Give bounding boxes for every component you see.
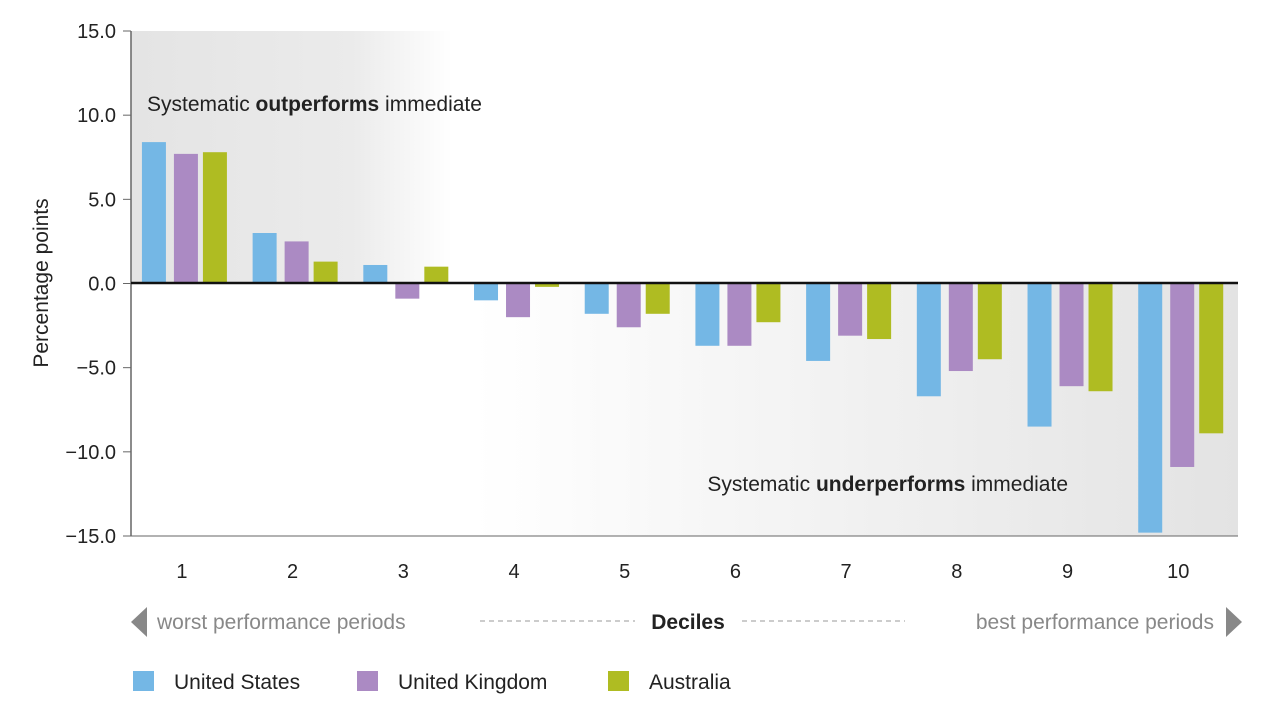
bar-united-kingdom-decile-9: [1059, 283, 1084, 387]
bar-united-kingdom-decile-7: [838, 283, 863, 336]
x-tick-label: 6: [730, 561, 741, 583]
y-tick-label: 0.0: [88, 274, 116, 296]
bar-australia-decile-5: [645, 283, 670, 314]
y-tick-label: −10.0: [65, 442, 116, 464]
caption-deciles: Deciles: [651, 611, 725, 634]
x-tick-label: 8: [951, 561, 962, 583]
bar-united-states-decile-4: [474, 283, 499, 301]
legend-swatch: [133, 671, 154, 691]
bar-united-states-decile-10: [1138, 283, 1163, 533]
bar-united-states-decile-3: [363, 264, 388, 284]
annotation-outperforms-pre: Systematic: [147, 93, 256, 116]
y-tick-label: 5.0: [88, 189, 116, 211]
bar-australia-decile-2: [313, 261, 338, 284]
annotation-underperforms: Systematic underperforms immediate: [707, 473, 1068, 496]
y-tick-label: 15.0: [77, 21, 116, 43]
legend-swatch: [608, 671, 629, 691]
lower-background: [131, 283, 1238, 536]
x-tick-label: 10: [1167, 561, 1189, 583]
annotation-underperforms-bold: underperforms: [816, 473, 965, 496]
x-tick-label: 9: [1062, 561, 1073, 583]
bar-australia-decile-9: [1088, 283, 1113, 392]
bar-united-kingdom-decile-4: [506, 283, 531, 318]
caption-best: best performance periods: [976, 611, 1214, 634]
legend-label: United States: [174, 671, 300, 694]
bar-united-states-decile-2: [252, 233, 277, 284]
bar-united-kingdom-decile-1: [173, 153, 198, 284]
x-tick-label: 2: [287, 561, 298, 583]
bar-australia-decile-1: [202, 152, 227, 284]
legend-swatch: [357, 671, 378, 691]
x-tick-label: 1: [176, 561, 187, 583]
annotation-outperforms: Systematic outperforms immediate: [147, 93, 482, 116]
bar-united-kingdom-decile-2: [284, 241, 309, 284]
legend-label: Australia: [649, 671, 731, 694]
left-arrow-icon: [131, 607, 147, 637]
bar-australia-decile-3: [424, 266, 449, 284]
bar-united-states-decile-8: [916, 283, 941, 397]
bar-united-states-decile-5: [584, 283, 609, 314]
bar-australia-decile-10: [1199, 283, 1224, 434]
x-tick-label: 5: [619, 561, 630, 583]
x-tick-label: 4: [508, 561, 519, 583]
y-tick-label: 10.0: [77, 105, 116, 127]
bar-australia-decile-6: [756, 283, 781, 323]
y-axis-label: Percentage points: [30, 198, 53, 367]
y-tick-label: −15.0: [65, 526, 116, 548]
bar-united-kingdom-decile-8: [948, 283, 973, 372]
y-tick-label: −5.0: [77, 358, 116, 380]
annotation-outperforms-bold: outperforms: [256, 93, 380, 116]
x-tick-label: 7: [841, 561, 852, 583]
bar-australia-decile-8: [977, 283, 1002, 360]
right-arrow-icon: [1226, 607, 1242, 637]
bar-united-states-decile-1: [141, 142, 166, 284]
legend-label: United Kingdom: [398, 671, 547, 694]
x-tick-label: 3: [398, 561, 409, 583]
bar-united-kingdom-decile-6: [727, 283, 752, 346]
bar-united-kingdom-decile-10: [1170, 283, 1195, 467]
bar-australia-decile-4: [535, 283, 560, 287]
bar-united-states-decile-7: [806, 283, 831, 361]
upper-background: [131, 31, 1238, 283]
annotation-underperforms-pre: Systematic: [707, 473, 816, 496]
annotation-outperforms-post: immediate: [379, 93, 482, 116]
caption-worst: worst performance periods: [156, 611, 406, 634]
annotation-underperforms-post: immediate: [965, 473, 1068, 496]
bar-united-kingdom-decile-5: [616, 283, 641, 328]
bar-australia-decile-7: [867, 283, 892, 340]
bar-united-kingdom-decile-3: [395, 283, 420, 299]
bar-united-states-decile-9: [1027, 283, 1052, 427]
bar-united-states-decile-6: [695, 283, 720, 346]
